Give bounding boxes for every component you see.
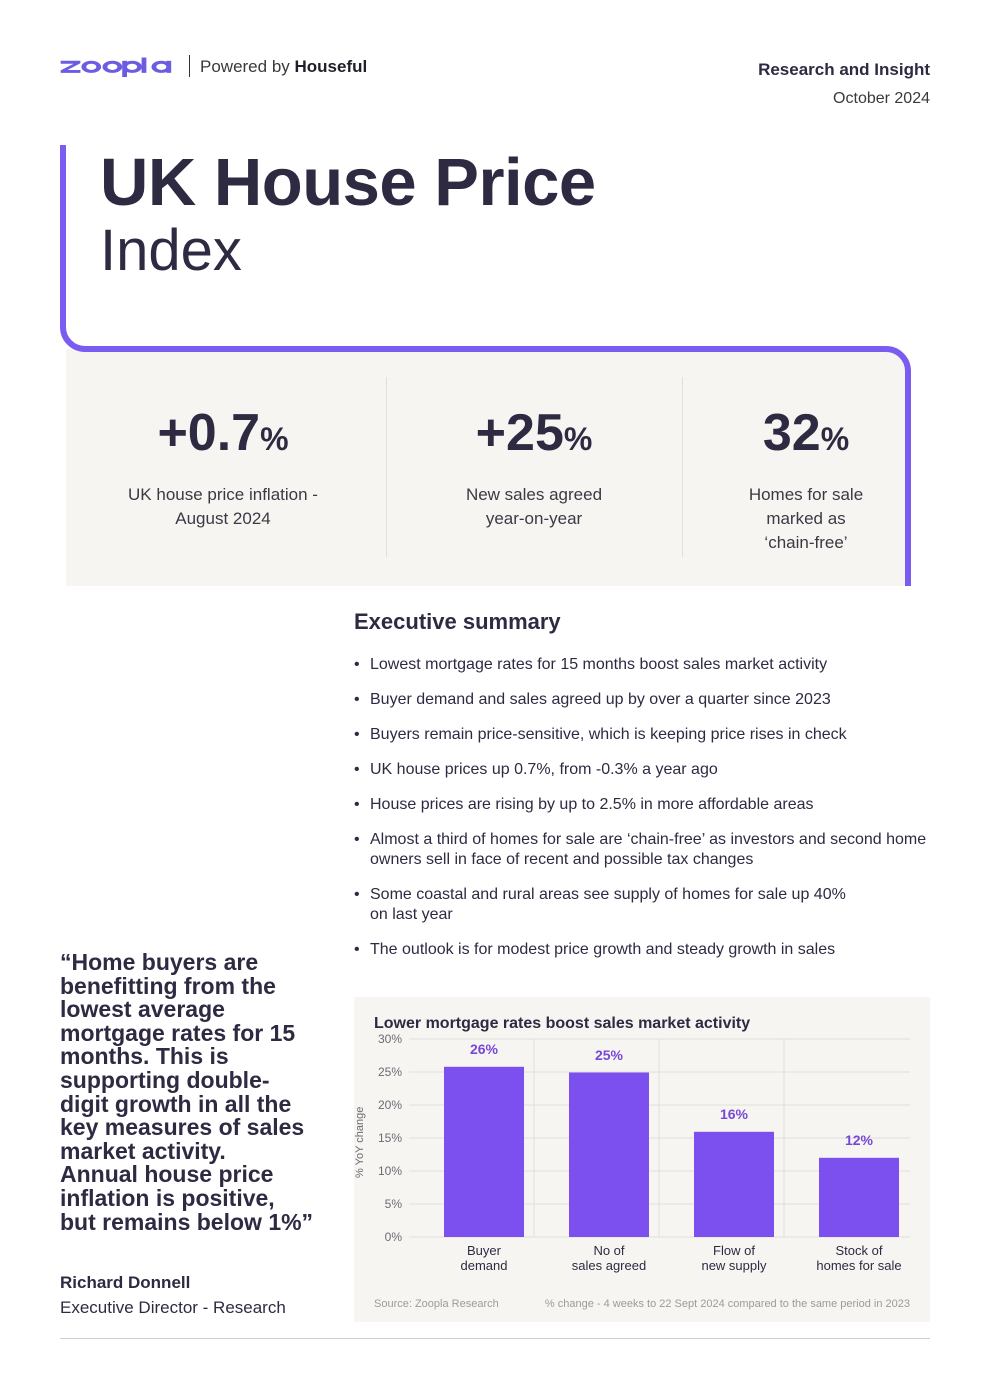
svg-text:Buyer: Buyer <box>467 1243 502 1258</box>
svg-text:25%: 25% <box>378 1065 402 1079</box>
svg-text:homes for sale: homes for sale <box>816 1258 901 1273</box>
svg-text:Flow of: Flow of <box>713 1243 755 1258</box>
svg-text:12%: 12% <box>845 1132 874 1148</box>
svg-text:26%: 26% <box>470 1041 499 1057</box>
svg-text:30%: 30% <box>378 1032 402 1046</box>
svg-text:No of: No of <box>593 1243 624 1258</box>
svg-text:0%: 0% <box>385 1230 403 1244</box>
svg-text:25%: 25% <box>595 1047 624 1063</box>
svg-text:10%: 10% <box>378 1164 402 1178</box>
svg-text:Stock of: Stock of <box>836 1243 883 1258</box>
svg-text:15%: 15% <box>378 1131 402 1145</box>
svg-text:20%: 20% <box>378 1098 402 1112</box>
svg-text:demand: demand <box>461 1258 508 1273</box>
svg-text:sales agreed: sales agreed <box>572 1258 646 1273</box>
svg-text:16%: 16% <box>720 1106 749 1122</box>
svg-text:new supply: new supply <box>701 1258 767 1273</box>
svg-text:5%: 5% <box>385 1197 403 1211</box>
